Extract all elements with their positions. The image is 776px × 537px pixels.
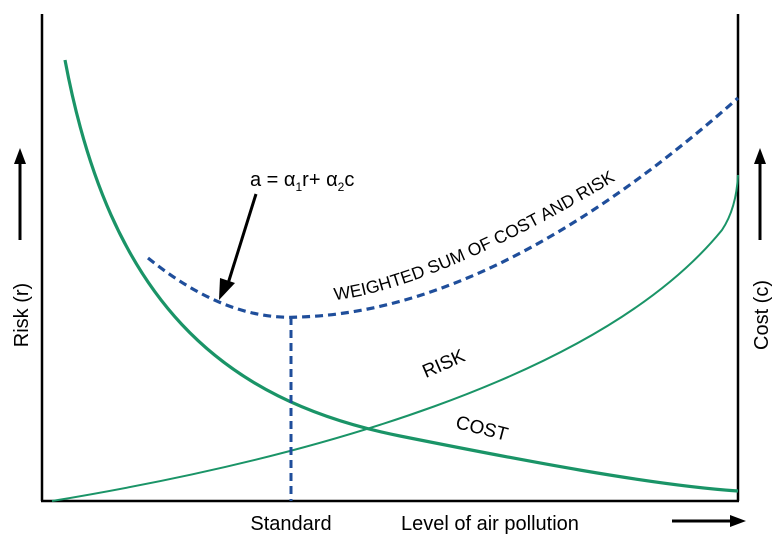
cost-curve xyxy=(63,59,739,493)
weighted-sum-label: WEIGHTED SUM OF COST AND RISK xyxy=(332,166,618,304)
y-right-label: Cost (c) xyxy=(751,280,773,350)
weighted-sum-curve xyxy=(146,96,740,319)
y-right-arrowhead xyxy=(754,148,766,164)
y-left-label: Risk (r) xyxy=(11,283,33,347)
risk-curve xyxy=(51,174,739,502)
x-arrowhead xyxy=(730,515,746,527)
risk-label: RISK xyxy=(419,346,468,383)
formula-pointer-arrow xyxy=(224,193,258,291)
cost-label: COST xyxy=(454,412,511,445)
x-axis-label: Level of air pollution xyxy=(401,513,579,535)
formula-label: a = α1r+ α2c xyxy=(250,169,354,194)
y-left-arrowhead xyxy=(14,148,26,164)
x-standard-label: Standard xyxy=(250,513,331,535)
formula-pointer-arrowhead xyxy=(219,278,235,300)
